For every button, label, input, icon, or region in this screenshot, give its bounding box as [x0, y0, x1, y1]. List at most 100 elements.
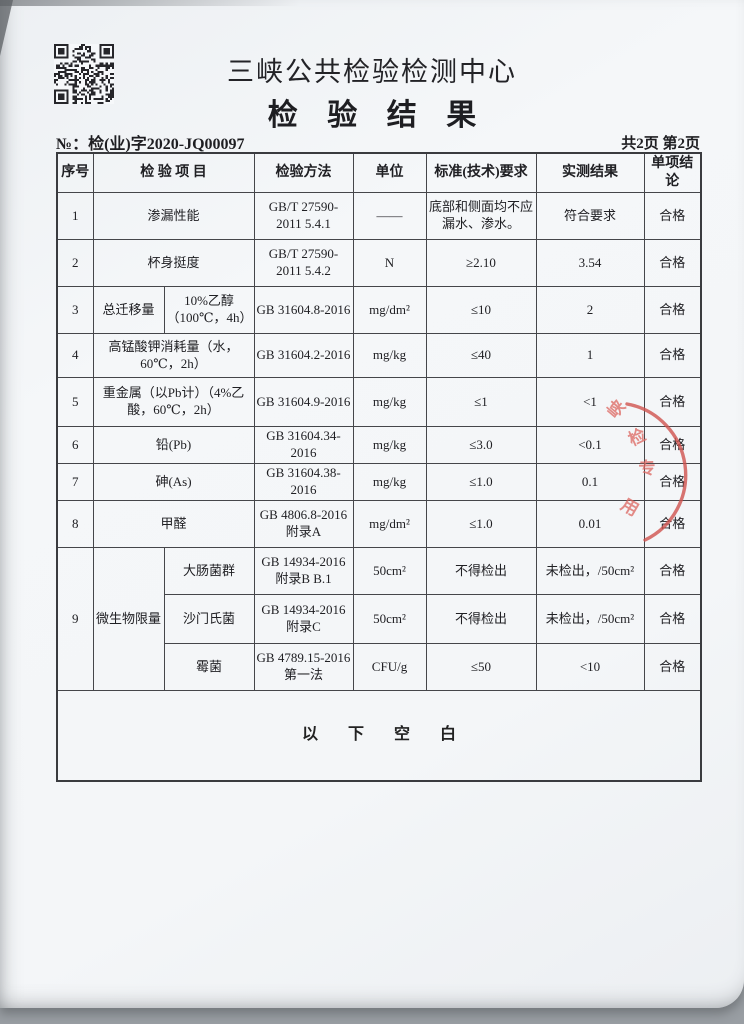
cell-item: 杯身挺度: [92, 239, 255, 288]
cell-unit: N: [352, 239, 427, 288]
cell-conclusion: 合格: [643, 377, 702, 428]
cell-unit: mg/kg: [352, 377, 427, 428]
cell-result: 3.54: [535, 239, 645, 288]
scan-edge-artifact: [0, 0, 300, 6]
cell-requirement: 不得检出: [425, 594, 537, 645]
cell-unit: 50cm²: [352, 594, 427, 645]
cell-conclusion: 合格: [643, 463, 702, 502]
page-indicator: 共2页 第2页: [621, 136, 700, 152]
table-row: 沙门氏菌 GB 14934-2016 附录C 50cm² 不得检出 未检出，/5…: [57, 594, 702, 645]
scan-corner-artifact: [0, 0, 13, 56]
cell-unit: mg/dm²: [352, 286, 427, 335]
cell-requirement: ≤1.0: [425, 463, 537, 502]
cell-unit: mg/dm²: [352, 500, 427, 549]
cell-conclusion: 合格: [643, 286, 702, 335]
cell-item: 砷(As): [92, 463, 255, 502]
cell-item: 高锰酸钾消耗量（水，60℃，2h）: [92, 333, 255, 379]
cell-unit: mg/kg: [352, 333, 427, 379]
cell-method: GB 31604.8-2016: [253, 286, 354, 335]
cell-no: 5: [56, 377, 94, 428]
cell-sub-item: 霉菌: [163, 643, 255, 692]
cell-sub-item: 沙门氏菌: [163, 594, 255, 645]
cell-no: 8: [56, 500, 94, 549]
table-row: 4 高锰酸钾消耗量（水，60℃，2h） GB 31604.2-2016 mg/k…: [56, 333, 702, 379]
cell-no: 6: [56, 426, 94, 465]
blank-below-note: 以 下 空 白: [56, 690, 702, 782]
cell-result: <10: [535, 643, 645, 692]
cell-sub-item: 大肠菌群: [163, 547, 255, 596]
column-header-method: 检验方法: [253, 152, 354, 194]
cell-conclusion: 合格: [643, 547, 702, 596]
cell-result: 0.01: [535, 500, 645, 549]
cell-unit: mg/kg: [352, 463, 427, 502]
cell-result: <0.1: [535, 426, 645, 465]
cell-method: GB 31604.2-2016: [253, 333, 354, 379]
report-number-value: 检(业)字2020-JQ00097: [88, 136, 245, 153]
cell-conclusion: 合格: [643, 500, 702, 549]
document-title: 检 验 结 果: [267, 99, 488, 132]
cell-no: 7: [56, 463, 94, 502]
table-header-row: 序号 检 验 项 目 检验方法 单位 标准(技术)要求 实测结果 单项结论: [56, 152, 702, 194]
table-row: 霉菌 GB 4789.15-2016 第一法 CFU/g ≤50 <10 合格: [57, 643, 702, 692]
cell-requirement: 不得检出: [425, 547, 537, 596]
cell-method: GB 4806.8-2016 附录A: [253, 500, 354, 549]
cell-item: 总迁移量: [92, 286, 165, 335]
cell-result: 2: [535, 286, 645, 335]
cell-requirement: ≤10: [425, 286, 537, 335]
cell-item: 铅(Pb): [92, 426, 255, 465]
cell-method: GB 4789.15-2016 第一法: [253, 643, 354, 692]
cell-item-condition: 10%乙醇（100℃，4h）: [163, 286, 255, 335]
cell-result: <1: [535, 377, 645, 428]
cell-item: 渗漏性能: [92, 192, 255, 241]
organization-title: 三峡公共检验检测中心: [227, 57, 517, 87]
table-row: 9 微生物限量 大肠菌群 GB 14934-2016 附录B B.1 50cm²…: [56, 547, 702, 692]
column-header-unit: 单位: [352, 152, 427, 194]
column-header-requirement: 标准(技术)要求: [425, 152, 537, 194]
cell-no: 2: [56, 239, 94, 288]
cell-result: 1: [535, 333, 645, 379]
cell-unit: 50cm²: [352, 547, 427, 596]
cell-requirement: 底部和侧面均不应漏水、渗水。: [425, 192, 537, 241]
table-row: 7 砷(As) GB 31604.38-2016 mg/kg ≤1.0 0.1 …: [56, 463, 702, 502]
cell-method: GB 31604.9-2016: [253, 377, 354, 428]
table-row: 3 总迁移量 10%乙醇（100℃，4h） GB 31604.8-2016 mg…: [56, 286, 702, 335]
cell-conclusion: 合格: [643, 333, 702, 379]
cell-result: 未检出，/50cm²: [535, 547, 645, 596]
cell-requirement: ≥2.10: [425, 239, 537, 288]
cell-requirement: ≤3.0: [425, 426, 537, 465]
table-row: 1 渗漏性能 GB/T 27590-2011 5.4.1 —— 底部和侧面均不应…: [56, 192, 702, 241]
cell-item: 重金属（以Pb计）（4%乙酸，60℃，2h）: [92, 377, 255, 428]
cell-method: GB 14934-2016 附录B B.1: [253, 547, 354, 596]
table-row-blank: 以 下 空 白: [56, 690, 702, 782]
cell-method: GB 31604.34-2016: [253, 426, 354, 465]
column-header-no: 序号: [56, 152, 94, 194]
cell-requirement: ≤40: [425, 333, 537, 379]
cell-conclusion: 合格: [643, 239, 702, 288]
cell-requirement: ≤50: [425, 643, 537, 692]
cell-no: 4: [56, 333, 94, 379]
cell-unit: CFU/g: [352, 643, 427, 692]
report-number: №：检(业)字2020-JQ00097: [56, 130, 245, 154]
table-row: 5 重金属（以Pb计）（4%乙酸，60℃，2h） GB 31604.9-2016…: [56, 377, 702, 428]
cell-no: 3: [56, 286, 94, 335]
column-header-result: 实测结果: [535, 152, 645, 194]
cell-conclusion: 合格: [643, 643, 702, 692]
cell-method: GB/T 27590-2011 5.4.1: [253, 192, 354, 241]
cell-conclusion: 合格: [643, 426, 702, 465]
cell-requirement: ≤1: [425, 377, 537, 428]
cell-no: 9: [56, 547, 94, 692]
column-header-conclusion: 单项结论: [643, 152, 702, 194]
cell-conclusion: 合格: [643, 594, 702, 645]
cell-no: 1: [56, 192, 94, 241]
cell-method: GB 31604.38-2016: [253, 463, 354, 502]
cell-method: GB 14934-2016 附录C: [253, 594, 354, 645]
cell-item: 微生物限量: [92, 547, 165, 692]
cell-method: GB/T 27590-2011 5.4.2: [253, 239, 354, 288]
cell-item: 甲醛: [92, 500, 255, 549]
cell-unit: mg/kg: [352, 426, 427, 465]
qr-code-icon: [54, 44, 114, 104]
cell-unit: ——: [352, 192, 427, 241]
cell-result: 0.1: [535, 463, 645, 502]
cell-requirement: ≤1.0: [425, 500, 537, 549]
